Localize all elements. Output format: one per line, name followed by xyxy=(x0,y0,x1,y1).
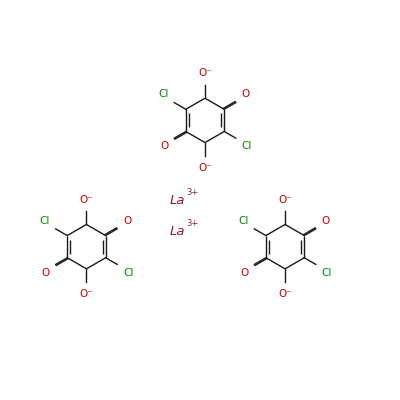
Text: Cl: Cl xyxy=(238,216,248,226)
Text: O⁻: O⁻ xyxy=(80,289,93,299)
Text: O: O xyxy=(322,216,330,226)
Text: O⁻: O⁻ xyxy=(278,194,292,204)
Text: O: O xyxy=(123,216,131,226)
Text: La: La xyxy=(170,194,185,207)
Text: Cl: Cl xyxy=(40,216,50,226)
Text: 3+: 3+ xyxy=(186,218,198,228)
Text: Cl: Cl xyxy=(242,142,252,152)
Text: O⁻: O⁻ xyxy=(198,68,212,78)
Text: La: La xyxy=(170,225,185,238)
Text: O⁻: O⁻ xyxy=(278,289,292,299)
Text: O: O xyxy=(42,268,50,278)
Text: O: O xyxy=(240,268,248,278)
Text: Cl: Cl xyxy=(123,268,133,278)
Text: O⁻: O⁻ xyxy=(198,162,212,172)
Text: Cl: Cl xyxy=(158,89,168,99)
Text: 3+: 3+ xyxy=(186,188,198,197)
Text: O: O xyxy=(242,89,250,99)
Text: O: O xyxy=(160,142,168,152)
Text: Cl: Cl xyxy=(322,268,332,278)
Text: O⁻: O⁻ xyxy=(80,194,93,204)
